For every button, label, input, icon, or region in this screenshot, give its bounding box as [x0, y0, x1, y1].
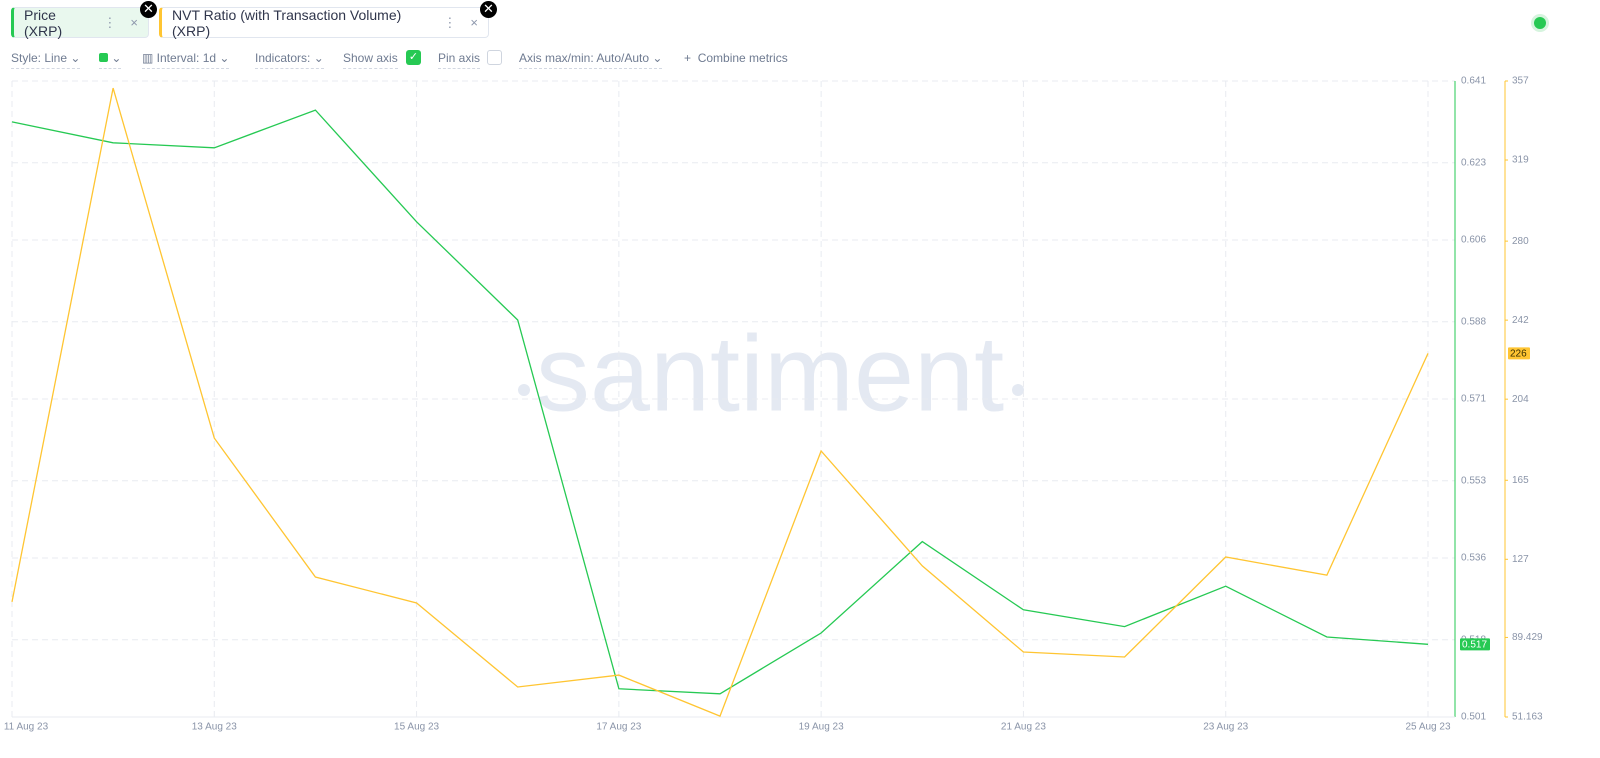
- pin-axis-toggle[interactable]: Pin axis: [438, 51, 481, 69]
- toolbar-label: Pin axis: [438, 51, 481, 65]
- y2-tick-label: 51.163: [1512, 712, 1543, 723]
- checkbox[interactable]: [487, 50, 502, 65]
- y-tick-label: 0.606: [1461, 235, 1486, 246]
- combine-button[interactable]: + Combine metrics: [684, 51, 788, 65]
- y-tick-label: 0.536: [1461, 553, 1486, 564]
- watermark-dot: [1012, 384, 1024, 396]
- toolbar-label: Axis max/min: Auto/Auto: [519, 51, 650, 65]
- tab-label: Price (XRP): [24, 6, 63, 39]
- last-value-label: 226: [1510, 349, 1527, 360]
- status-dot: [1534, 17, 1546, 29]
- y2-tick-label: 89.429: [1512, 632, 1543, 643]
- y2-tick-label: 204: [1512, 394, 1529, 405]
- last-value-label: 0.517: [1462, 639, 1487, 650]
- y2-tick-label: 242: [1512, 315, 1529, 326]
- show-axis-toggle[interactable]: Show axis: [343, 51, 398, 69]
- x-tick-label: 23 Aug 23: [1203, 722, 1248, 733]
- style-dropdown[interactable]: Style: Line ⌄: [11, 51, 81, 69]
- toolbar-label: Style: Line: [11, 51, 68, 65]
- y-tick-label: 0.501: [1461, 712, 1486, 723]
- y-tick-label: 0.571: [1461, 394, 1486, 405]
- x-tick-label: 21 Aug 23: [1001, 722, 1046, 733]
- last-value-badge: [1508, 347, 1530, 360]
- y-tick-label: 0.588: [1461, 316, 1486, 327]
- watermark-dot: [518, 384, 530, 396]
- y-tick-label: 0.623: [1461, 157, 1486, 168]
- indicators-dropdown[interactable]: Indicators: ⌄: [255, 51, 324, 69]
- metric-tab[interactable]: NVT Ratio (with Transaction Volume) (XRP…: [159, 6, 489, 39]
- y2-tick-label: 357: [1512, 76, 1529, 87]
- y-tick-label: 0.553: [1461, 475, 1486, 486]
- last-value-badge: [1460, 638, 1490, 651]
- x-tick-label: 13 Aug 23: [192, 722, 237, 733]
- toolbar-label: Combine metrics: [697, 51, 788, 65]
- axis-range-dropdown[interactable]: Axis max/min: Auto/Auto ⌄: [519, 51, 663, 69]
- x-tick-label: 25 Aug 23: [1405, 722, 1450, 733]
- x-tick-label: 19 Aug 23: [799, 722, 844, 733]
- tab-label: NVT Ratio (with Transaction Volume) (XRP…: [172, 6, 402, 39]
- toolbar-label: Indicators:: [255, 51, 311, 65]
- x-tick-label: 15 Aug 23: [394, 722, 439, 733]
- y2-tick-label: 280: [1512, 236, 1529, 247]
- x-tick-label: 17 Aug 23: [596, 722, 641, 733]
- interval-dropdown[interactable]: ▥ Interval: 1d ⌄: [142, 51, 230, 69]
- y2-tick-label: 127: [1512, 554, 1529, 565]
- x-tick-label: 11 Aug 23: [4, 722, 49, 733]
- toolbar-label: Show axis: [343, 51, 398, 65]
- remove-button[interactable]: ✕: [140, 1, 157, 18]
- y-tick-label: 0.641: [1461, 76, 1486, 87]
- watermark: santiment: [536, 313, 1004, 434]
- checkbox[interactable]: ✓: [406, 50, 421, 65]
- metric-tab[interactable]: Price (XRP) ⋮ ×: [11, 6, 149, 39]
- y2-tick-label: 319: [1512, 155, 1529, 166]
- color-dropdown[interactable]: ⌄: [99, 51, 122, 69]
- toolbar-label: Interval: 1d: [156, 51, 217, 65]
- series-line: [11, 87, 1429, 717]
- y2-tick-label: 165: [1512, 475, 1529, 486]
- remove-button[interactable]: ✕: [480, 1, 497, 18]
- series-line: [11, 109, 1429, 695]
